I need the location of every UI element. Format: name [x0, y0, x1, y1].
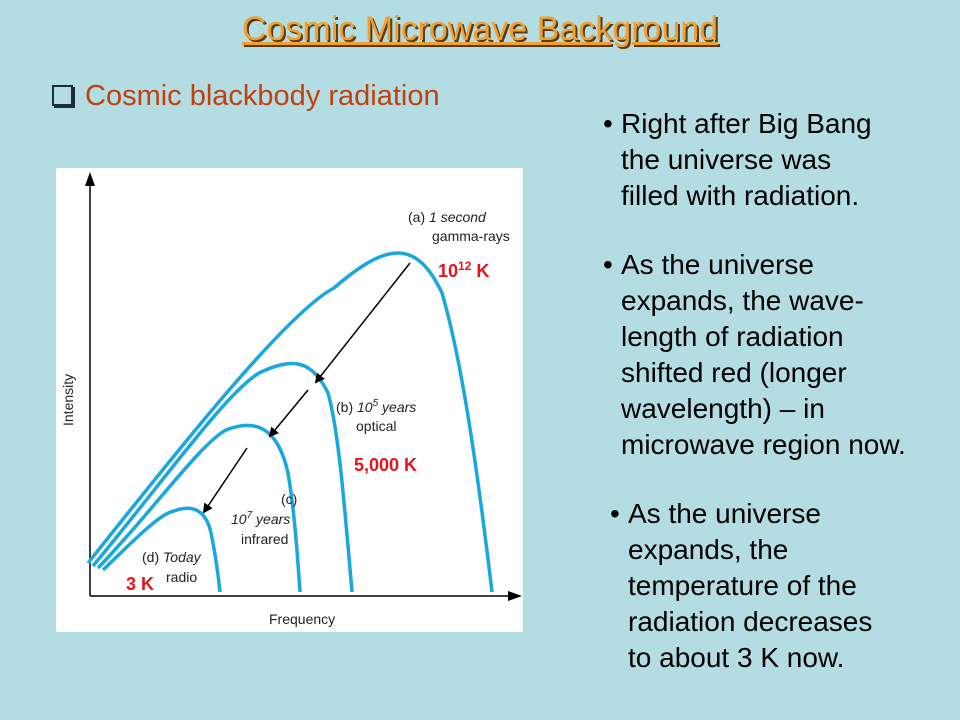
bullet-2-line-2: expands, the wave- — [621, 285, 864, 316]
bullet-1-line-1: Right after Big Bang — [621, 108, 872, 139]
subtitle: Cosmic blackbody radiation — [52, 80, 440, 113]
curve-a-label: (a) 1 second — [408, 209, 487, 225]
y-axis-arrow-icon — [85, 172, 95, 186]
x-axis-label: Frequency — [269, 611, 335, 627]
curve-d-label: (d) Today — [142, 549, 202, 565]
bullet-1-line-2: the universe was — [621, 144, 832, 175]
bullet-1: • Right after Big Bang the universe was … — [603, 106, 872, 214]
temperature-d: 3 K — [126, 574, 154, 594]
blackbody-diagram: Intensity Frequency (a) 1 second gamma-r… — [56, 168, 523, 632]
bullet-2: • As the universe expands, the wave- len… — [603, 247, 906, 463]
bullet-3-line-2: expands, the — [628, 534, 789, 565]
curve-a-1-second — [86, 251, 494, 593]
slide-title: Cosmic Microwave Background — [241, 10, 719, 48]
bullet-dot-icon: • — [610, 498, 620, 529]
bullet-2-line-6: microwave region now. — [621, 429, 906, 460]
curve-a-band: gamma-rays — [432, 228, 510, 244]
curve-b-label: (b) 105 years — [336, 398, 416, 415]
temperature-a: 1012 K — [438, 259, 489, 281]
bullet-dot-icon: • — [603, 108, 613, 139]
bullet-3-line-1: As the universe — [628, 498, 821, 529]
bullet-dot-icon: • — [603, 249, 613, 280]
shift-arrow-a-to-b — [314, 262, 411, 384]
checkbox-bullet-icon — [52, 85, 73, 106]
subtitle-text: Cosmic blackbody radiation — [85, 80, 440, 112]
curve-b-optical — [91, 361, 354, 593]
y-axis-label: Intensity — [60, 374, 76, 426]
bullet-3-line-3: temperature of the — [628, 570, 857, 601]
bullet-3: • As the universe expands, the temperatu… — [610, 496, 873, 676]
x-axis-arrow-icon — [508, 591, 522, 601]
shift-arrow-b-to-c — [268, 389, 309, 438]
curve-c-band: infrared — [241, 531, 288, 547]
bullet-3-line-5: to about 3 K now. — [628, 642, 845, 673]
curve-b-band: optical — [356, 418, 396, 434]
bullet-2-line-3: length of radiation — [621, 321, 844, 352]
curve-c-label: 107 years — [231, 510, 290, 527]
bullet-2-line-1: As the universe — [621, 249, 814, 280]
temperature-b: 5,000 K — [354, 455, 417, 475]
bullet-2-line-4: shifted red (longer — [621, 357, 847, 388]
curve-c-tag: (c) — [281, 491, 297, 507]
bullet-3-line-4: radiation decreases — [628, 606, 873, 637]
curve-d-radio — [101, 506, 222, 593]
curve-d-band: radio — [166, 569, 197, 585]
bullet-2-line-5: wavelength) – in — [621, 393, 825, 424]
blackbody-diagram-svg: Intensity Frequency (a) 1 second gamma-r… — [60, 172, 522, 627]
shift-arrow-c-to-d — [202, 447, 248, 514]
bullet-1-line-3: filled with radiation. — [621, 180, 860, 211]
curve-c-infrared — [96, 423, 302, 593]
